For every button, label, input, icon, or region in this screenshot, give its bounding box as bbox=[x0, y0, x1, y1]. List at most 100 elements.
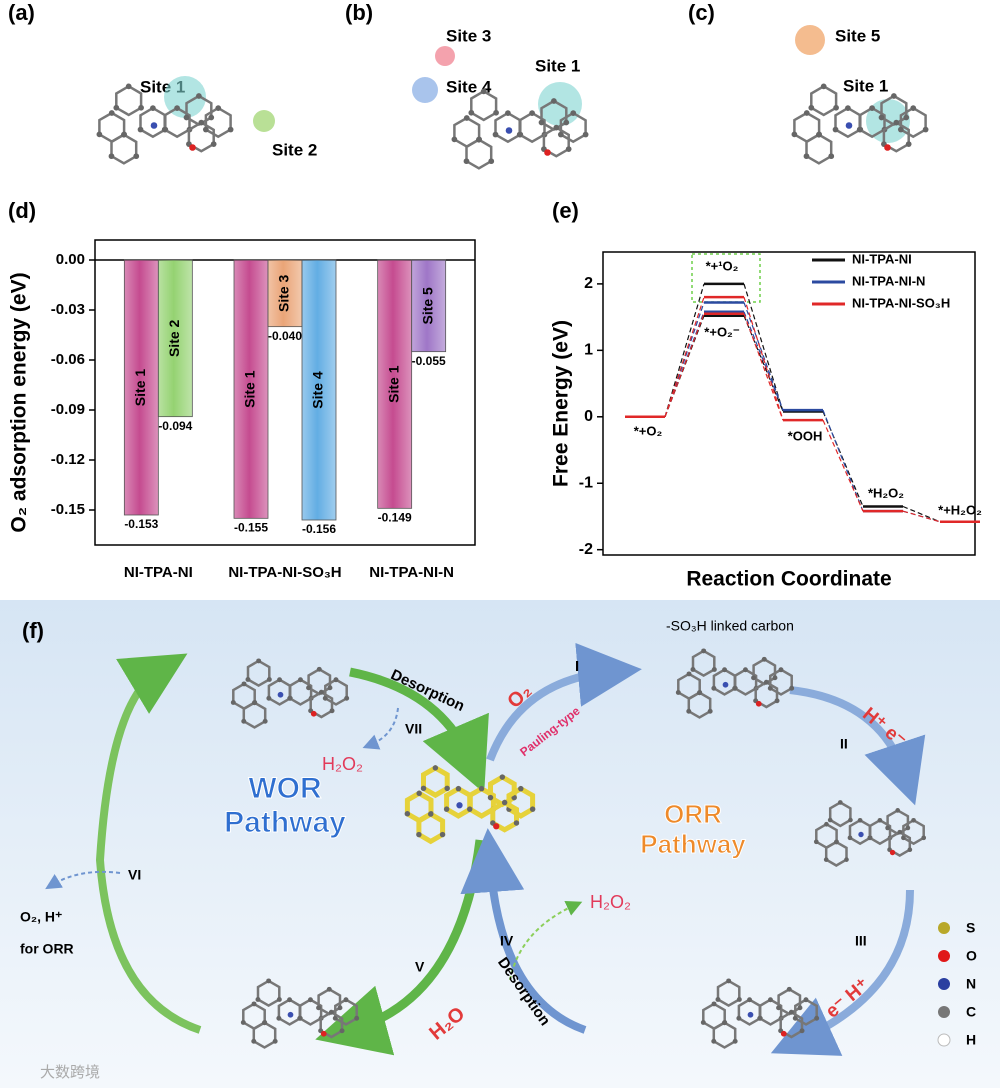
atom bbox=[272, 1038, 278, 1044]
arrow bbox=[95, 653, 202, 1034]
ring bbox=[810, 84, 838, 117]
step-number: VI bbox=[128, 867, 141, 883]
atom bbox=[789, 685, 795, 691]
note: for ORR bbox=[20, 941, 74, 957]
connector bbox=[902, 510, 941, 523]
ring bbox=[490, 799, 519, 833]
ring bbox=[824, 840, 848, 867]
atom bbox=[700, 1019, 706, 1025]
atom bbox=[803, 153, 810, 160]
arrow bbox=[509, 901, 583, 981]
bar bbox=[411, 259, 447, 353]
atom bbox=[468, 109, 475, 116]
molecule bbox=[451, 88, 589, 170]
bar bbox=[267, 259, 303, 328]
atom bbox=[757, 1015, 763, 1021]
atom bbox=[551, 98, 557, 104]
x-tick-label: NI-TPA-NI-N bbox=[369, 564, 454, 581]
atom bbox=[722, 667, 728, 673]
atom bbox=[252, 700, 257, 706]
ring bbox=[465, 138, 493, 170]
arrow bbox=[45, 870, 121, 890]
atom bbox=[487, 794, 494, 801]
atom bbox=[813, 839, 819, 845]
atom bbox=[832, 126, 839, 133]
atom bbox=[416, 790, 422, 797]
bar-site-label: Site 5 bbox=[419, 287, 435, 325]
atom bbox=[189, 144, 196, 151]
atom bbox=[276, 996, 282, 1002]
atom bbox=[903, 114, 910, 121]
atom bbox=[456, 802, 463, 809]
connector bbox=[743, 302, 784, 411]
step-number: VII bbox=[405, 721, 422, 737]
y-tick-label: -0.12 bbox=[51, 451, 85, 468]
atom bbox=[121, 131, 127, 138]
site-label: Site 2 bbox=[272, 140, 317, 159]
ring bbox=[242, 701, 267, 729]
atom bbox=[198, 119, 205, 126]
atom bbox=[480, 88, 487, 95]
atom bbox=[240, 1019, 246, 1025]
atom bbox=[241, 718, 247, 724]
atom bbox=[150, 122, 158, 129]
atom bbox=[277, 677, 283, 683]
y-tick-label: -0.06 bbox=[51, 351, 85, 368]
y-axis-label: Free Energy (eV) bbox=[550, 320, 573, 487]
atom bbox=[686, 671, 692, 677]
atom bbox=[799, 1028, 805, 1034]
atom bbox=[343, 997, 349, 1003]
atom bbox=[478, 785, 485, 792]
atom bbox=[553, 124, 560, 131]
atom bbox=[814, 1015, 820, 1021]
atom bbox=[774, 698, 780, 704]
y-tick-label: 0 bbox=[584, 408, 593, 425]
atom bbox=[791, 131, 798, 138]
atom bbox=[492, 131, 499, 138]
atom bbox=[848, 817, 853, 823]
atom bbox=[701, 648, 707, 654]
atom bbox=[895, 808, 901, 813]
atom bbox=[827, 817, 833, 823]
atom bbox=[443, 806, 450, 812]
atom bbox=[690, 666, 696, 672]
atom bbox=[328, 1009, 334, 1015]
ring bbox=[163, 106, 191, 139]
atom bbox=[493, 109, 499, 116]
atom bbox=[332, 1015, 338, 1021]
atom bbox=[466, 806, 473, 812]
ring bbox=[246, 659, 271, 688]
atom bbox=[736, 1015, 742, 1021]
atom bbox=[845, 122, 853, 129]
atom bbox=[215, 105, 222, 111]
step-number: I bbox=[575, 658, 579, 675]
atom bbox=[878, 114, 885, 121]
site-highlight bbox=[253, 110, 275, 132]
atom bbox=[133, 153, 140, 160]
bar-site-label: Site 1 bbox=[242, 370, 258, 408]
atom bbox=[310, 710, 317, 717]
y-tick-label: -0.03 bbox=[51, 301, 85, 318]
atom bbox=[451, 136, 458, 143]
molecule bbox=[404, 765, 536, 845]
atom bbox=[287, 1011, 294, 1018]
molecule bbox=[813, 800, 927, 867]
ring bbox=[334, 998, 358, 1026]
bar-site-label: Site 2 bbox=[166, 319, 182, 357]
atom bbox=[297, 677, 303, 683]
panel-label: (a) bbox=[8, 0, 35, 25]
ring bbox=[110, 133, 138, 165]
atom bbox=[326, 986, 332, 992]
y-tick-label: 0.00 bbox=[56, 251, 85, 268]
atom bbox=[416, 831, 422, 838]
atom bbox=[96, 131, 103, 138]
step-number: III bbox=[855, 933, 867, 949]
atom-swatch bbox=[938, 978, 950, 990]
ring bbox=[187, 121, 215, 153]
atom bbox=[463, 115, 470, 121]
legend-text: S bbox=[966, 920, 975, 936]
atom bbox=[230, 699, 236, 705]
panel-label: (b) bbox=[345, 0, 373, 25]
atom bbox=[420, 785, 427, 792]
atom bbox=[722, 681, 729, 688]
